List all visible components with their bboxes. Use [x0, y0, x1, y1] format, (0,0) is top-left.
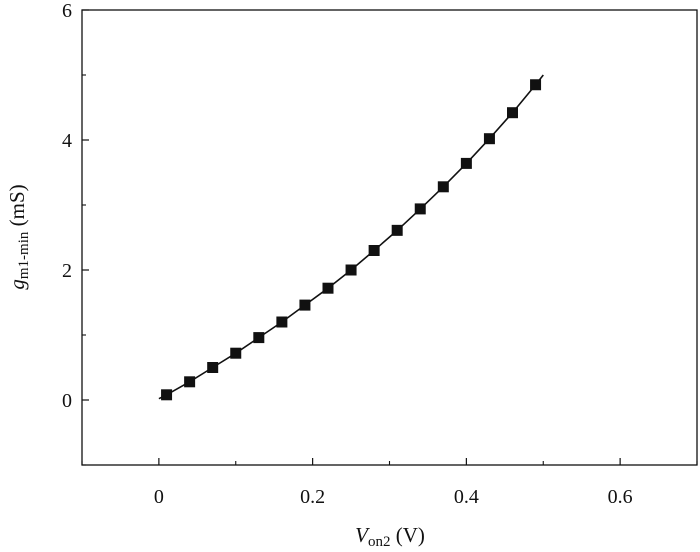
- series-line: [158, 74, 544, 400]
- data-point: [276, 316, 288, 328]
- data-point: [207, 362, 219, 373]
- data-point: [230, 347, 242, 359]
- data-point: [322, 282, 334, 294]
- x-axis-title-unit: (V): [396, 523, 425, 547]
- data-point: [507, 107, 518, 119]
- data-point: [437, 181, 449, 193]
- data-point: [253, 332, 265, 344]
- x-tick-label: 0.6: [608, 486, 633, 508]
- y-axis-title-unit: (mS): [5, 184, 29, 226]
- x-tick-label: 0.4: [454, 486, 479, 508]
- y-tick-label: 2: [62, 260, 72, 282]
- data-point: [368, 245, 380, 256]
- data-point: [414, 203, 426, 215]
- data-point: [391, 224, 403, 236]
- x-tick-label: 0: [154, 486, 164, 508]
- series-layer: [158, 74, 544, 401]
- data-point: [460, 157, 472, 169]
- y-tick-label: 6: [62, 0, 72, 22]
- data-point: [299, 299, 311, 311]
- y-tick-label: 0: [62, 390, 72, 412]
- data-point: [483, 133, 495, 145]
- data-point: [161, 389, 173, 401]
- y-axis-title-group: gm1-min (mS): [5, 184, 32, 289]
- data-point: [530, 79, 542, 91]
- y-axis-title-subscript: m1-min: [16, 231, 32, 279]
- y-tick-label: 4: [62, 130, 72, 152]
- y-axis-title-main: g: [5, 279, 29, 290]
- y-axis-ticks: 0 2 4 6: [62, 0, 89, 466]
- x-axis-title-subscript: on2: [368, 534, 391, 550]
- x-tick-label: 0.2: [300, 486, 325, 508]
- x-axis-title: Von2 (V): [355, 523, 425, 550]
- data-point: [345, 264, 357, 276]
- x-axis-title-main: V: [355, 523, 370, 547]
- x-axis-ticks: 0 0.2 0.4 0.6: [81, 458, 698, 508]
- data-point: [184, 376, 196, 388]
- y-axis-title: gm1-min (mS): [5, 184, 32, 289]
